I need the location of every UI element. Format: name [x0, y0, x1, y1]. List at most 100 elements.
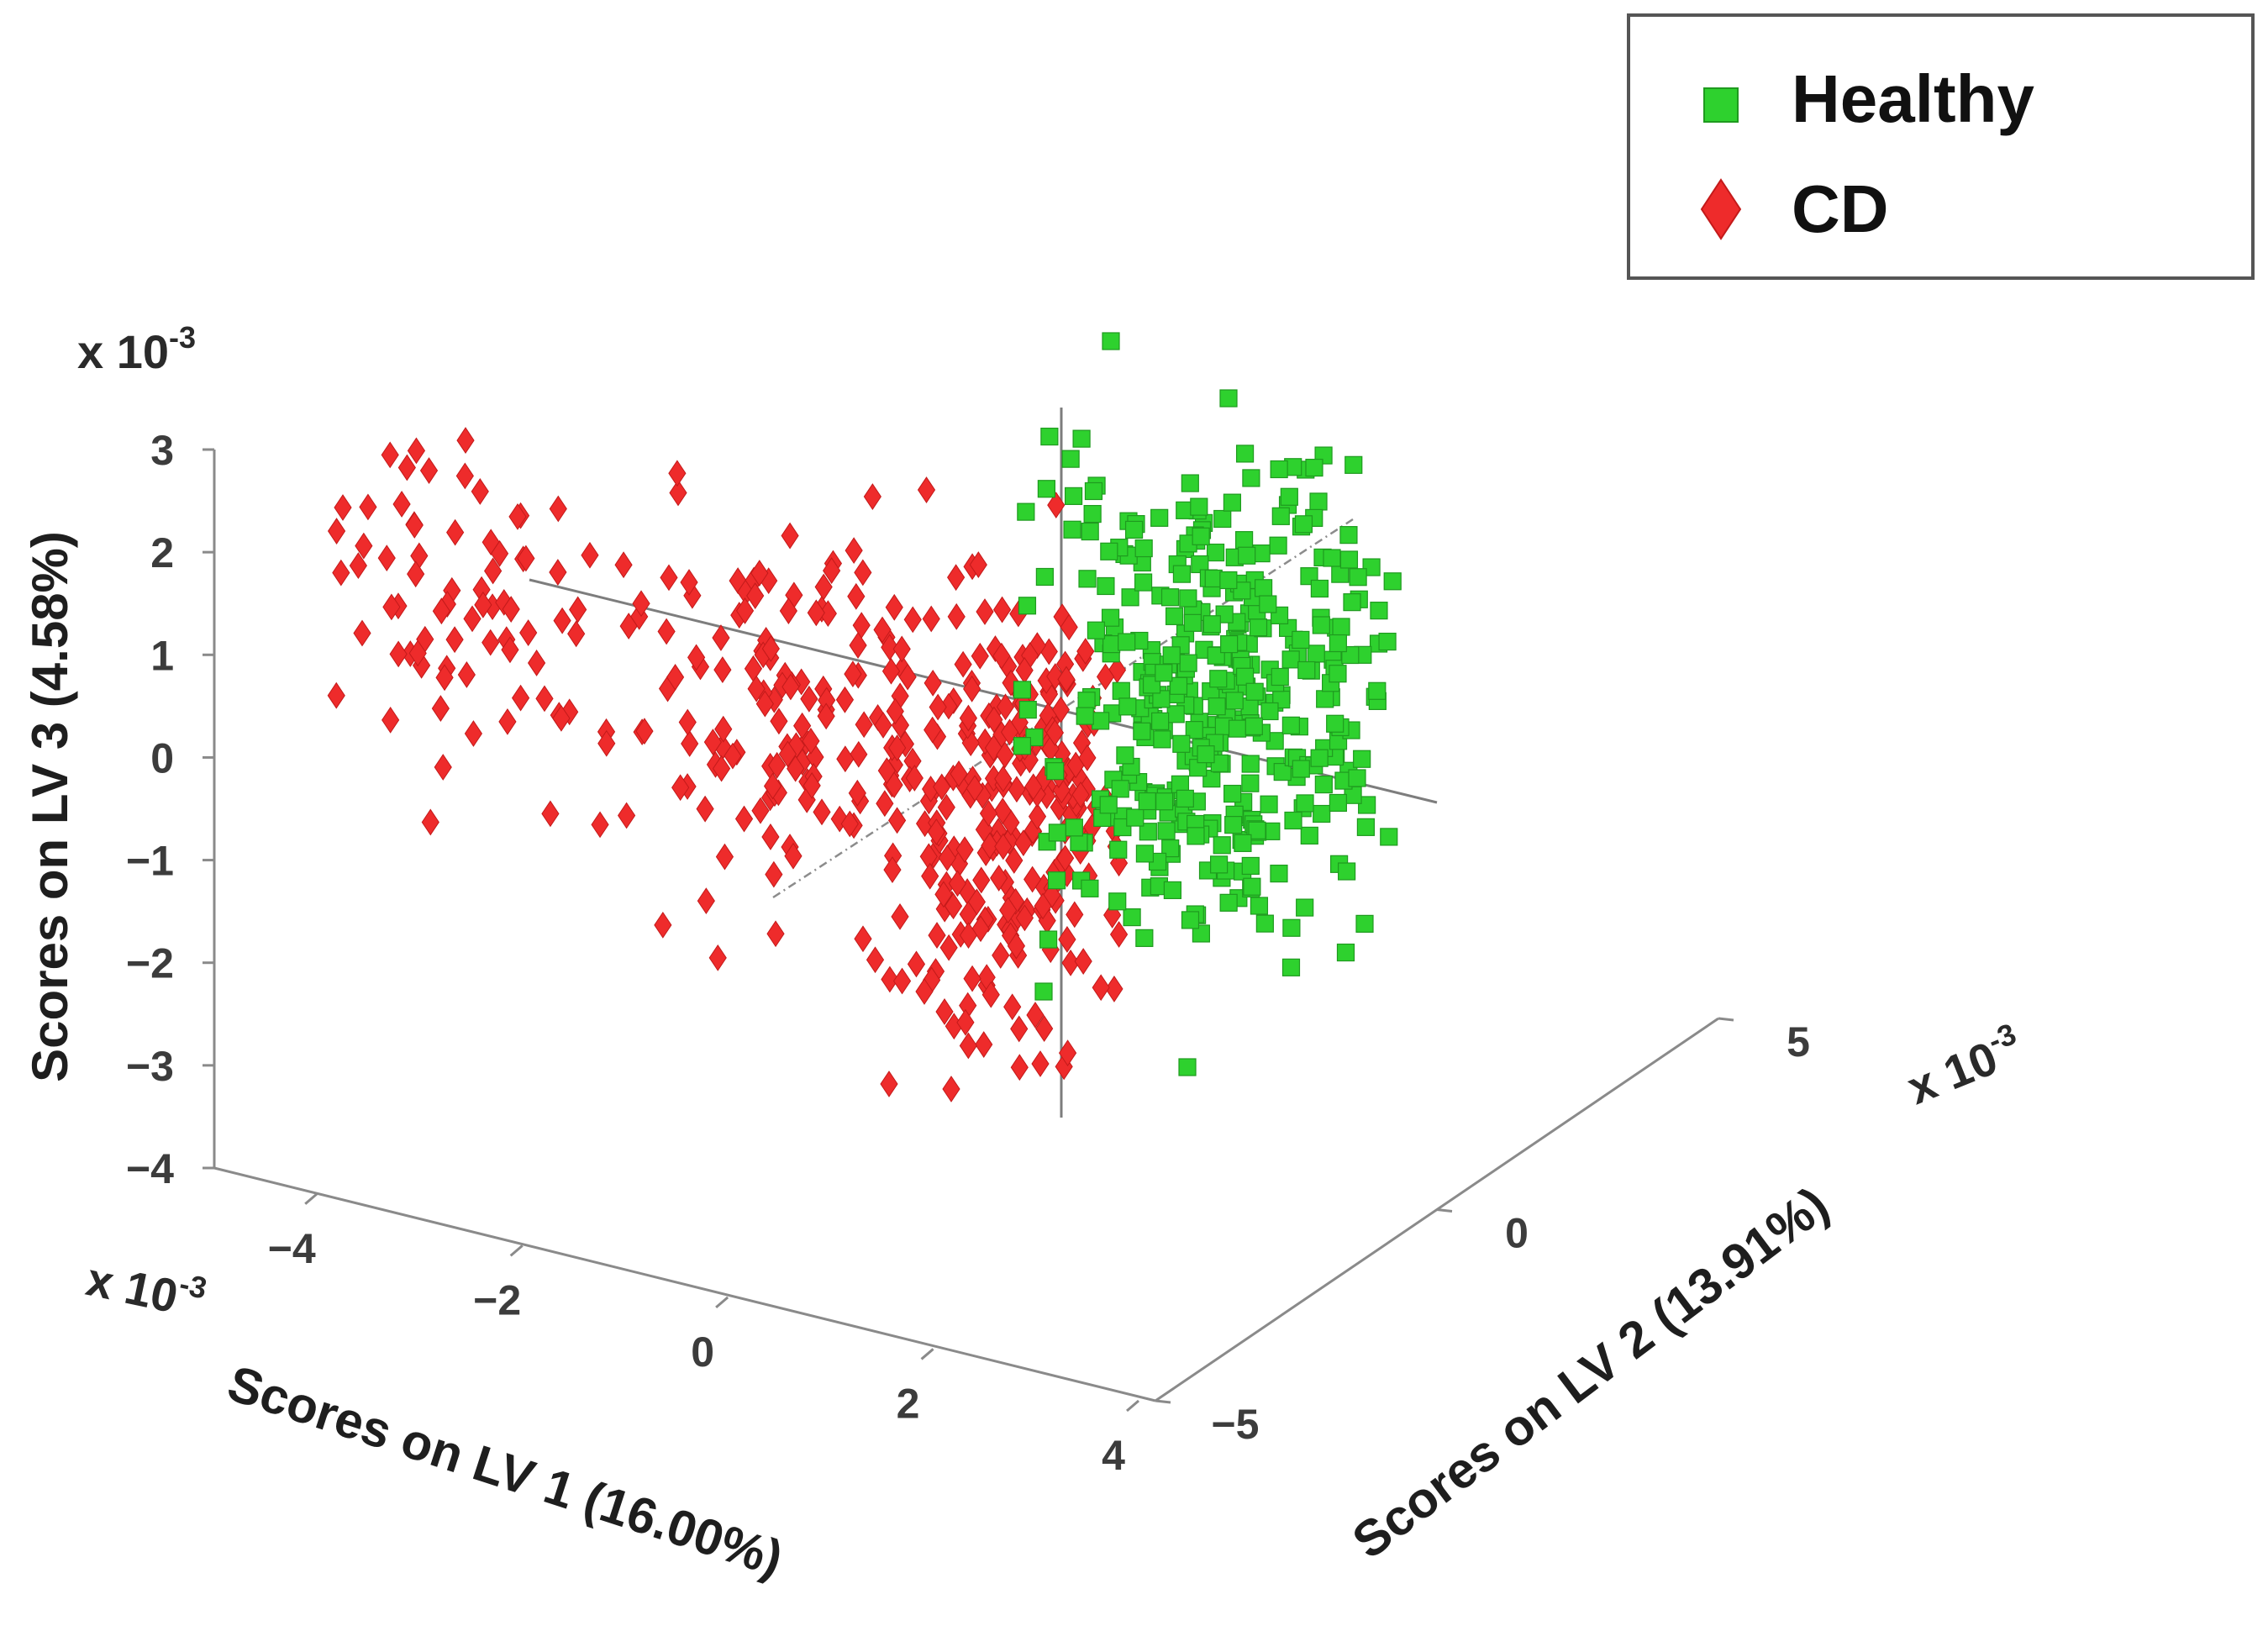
healthy-point	[1296, 898, 1314, 917]
healthy-point	[1155, 664, 1173, 682]
healthy-point	[1153, 730, 1171, 749]
cd-point	[1007, 932, 1026, 960]
healthy-point	[1307, 645, 1325, 663]
healthy-point	[1260, 795, 1278, 813]
healthy-point	[1190, 497, 1208, 516]
cd-point	[1058, 1039, 1077, 1067]
healthy-point	[1179, 654, 1197, 672]
healthy-point	[1349, 568, 1367, 587]
cd-point	[1058, 926, 1076, 953]
healthy-point	[1312, 616, 1330, 634]
cd-point	[935, 998, 954, 1025]
healthy-point	[1219, 893, 1238, 912]
cd-point	[845, 537, 863, 565]
healthy-point	[1260, 702, 1279, 721]
x-tick-label: 2	[897, 1380, 920, 1427]
healthy-point	[1133, 722, 1151, 740]
healthy-point	[1300, 826, 1318, 845]
healthy-point	[1172, 565, 1192, 583]
cd-point	[1074, 948, 1092, 975]
healthy-point	[1192, 924, 1211, 943]
cd-point	[464, 720, 483, 747]
healthy-point	[1329, 665, 1347, 683]
cd-point	[654, 911, 672, 939]
x-tick-label: −2	[473, 1276, 521, 1323]
healthy-point	[1126, 808, 1145, 827]
cd-point	[1109, 921, 1129, 948]
healthy-point	[1233, 581, 1251, 600]
legend-box	[1627, 13, 2255, 280]
healthy-point	[1172, 734, 1191, 753]
cd-point	[508, 502, 527, 530]
cd-point	[334, 494, 352, 521]
healthy-point	[1255, 914, 1274, 933]
cd-point	[924, 716, 942, 744]
healthy-point	[1224, 816, 1243, 834]
healthy-point	[1281, 716, 1300, 734]
healthy-point	[1162, 646, 1181, 665]
cd-point	[353, 619, 371, 647]
cd-point	[933, 773, 951, 801]
healthy-point	[1219, 389, 1238, 408]
cd-point	[981, 832, 999, 860]
cd-point	[734, 805, 754, 833]
cd-point	[963, 965, 981, 992]
healthy-point	[1310, 579, 1329, 598]
healthy-point	[1013, 681, 1032, 699]
cd-point	[421, 808, 439, 836]
healthy-point	[1135, 929, 1154, 947]
healthy-point	[1134, 573, 1153, 592]
y-tick-label: 0	[1505, 1210, 1529, 1257]
healthy-point	[1269, 536, 1287, 555]
cd-point	[905, 765, 924, 792]
cd-point	[1010, 1054, 1029, 1081]
scatter-points	[327, 332, 1402, 1102]
healthy-point	[1035, 567, 1054, 587]
cd-point	[955, 836, 974, 864]
cd-point	[793, 712, 812, 739]
healthy-point	[1087, 621, 1106, 639]
healthy-point	[1197, 745, 1215, 764]
cd-point	[813, 798, 831, 826]
healthy-point	[1329, 634, 1347, 653]
healthy-point	[1151, 712, 1170, 730]
cd-point	[498, 708, 517, 735]
cd-point	[959, 704, 978, 732]
cd-point	[527, 650, 546, 676]
healthy-point	[1157, 822, 1176, 840]
healthy-point	[1296, 794, 1314, 813]
cd-point	[1023, 865, 1042, 893]
healthy-point	[1368, 681, 1387, 700]
cd-point	[392, 491, 411, 518]
cd-point	[614, 551, 633, 579]
healthy-point	[1081, 522, 1099, 541]
cd-point	[996, 741, 1014, 769]
healthy-point	[1111, 780, 1129, 798]
cd-point	[927, 818, 945, 845]
y-axis-title: Scores on LV 2 (13.91%)	[1342, 1176, 1839, 1570]
z-tick-label: −3	[126, 1043, 174, 1090]
cd-point	[924, 669, 942, 697]
healthy-point	[1323, 549, 1341, 567]
cd-point	[891, 902, 909, 930]
healthy-point	[1161, 839, 1180, 858]
cd-point	[1046, 663, 1065, 690]
cd-point	[881, 965, 899, 993]
cd-point	[1078, 744, 1097, 771]
cd-point	[713, 656, 732, 683]
healthy-point	[1223, 493, 1242, 512]
green-square-icon	[1703, 87, 1739, 123]
cd-point	[823, 557, 841, 584]
cd-point	[929, 693, 947, 721]
cd-point	[944, 892, 963, 920]
cd-point	[359, 493, 377, 521]
cd-point	[921, 862, 939, 890]
cd-point	[954, 650, 972, 678]
healthy-point	[1048, 823, 1067, 842]
cd-point	[835, 686, 855, 713]
cd-point	[1026, 1002, 1045, 1029]
healthy-point	[1297, 660, 1316, 680]
healthy-point	[1192, 527, 1210, 545]
healthy-point	[1225, 692, 1244, 710]
